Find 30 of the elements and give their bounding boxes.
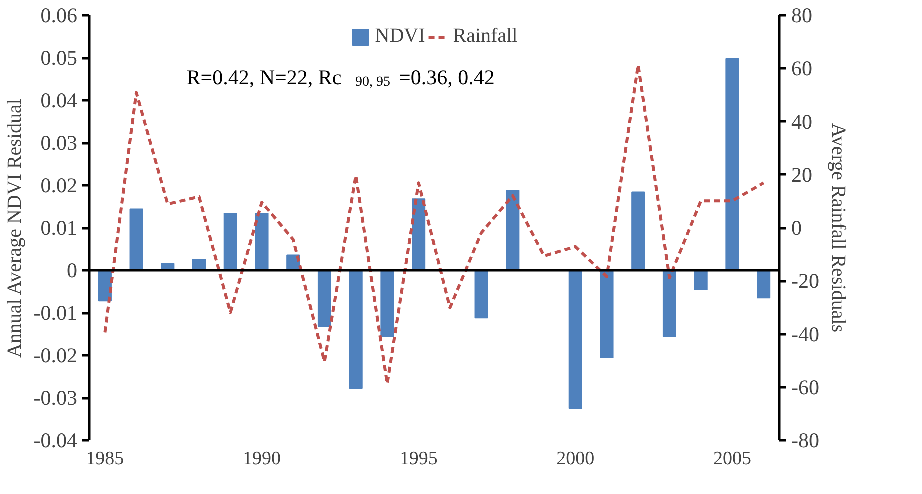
y2-tick-label: 60: [792, 56, 812, 81]
y2-tick-label: 80: [792, 4, 812, 28]
y-tick-label: -0.03: [34, 386, 78, 410]
y2-tick-label: 20: [792, 162, 812, 187]
annotation: R=0.42, N=22, Rc 90, 95=0.36, 0.42: [186, 66, 495, 90]
x-tick-label: 2005: [713, 448, 752, 470]
x-tick-label: 1995: [400, 448, 438, 470]
y2-axis-title: Averge Rainfall Residuals: [827, 123, 850, 333]
y2-tick-label: -20: [792, 269, 820, 294]
y-tick-label: 0.01: [40, 216, 78, 240]
y-tick-label: 0.05: [40, 46, 78, 70]
y-axis-title: Annual Average NDVI Residual: [4, 98, 26, 358]
y2-tick-label: -60: [792, 375, 820, 400]
y2-tick-label: 40: [792, 110, 812, 134]
legend-label: NDVI: [375, 25, 426, 48]
y2-tick-label: -80: [792, 428, 820, 452]
y-tick-label: -0.02: [34, 344, 78, 368]
y-tick-label: -0.04: [34, 428, 78, 452]
y-tick-label: 0.03: [40, 131, 78, 155]
y-tick-label: 0.02: [40, 174, 78, 198]
y-tick-label: 0.06: [40, 4, 78, 28]
x-tick-label: 2000: [556, 448, 595, 470]
x-tick-label: 1985: [86, 448, 124, 470]
y2-tick-label: 0: [792, 216, 802, 240]
x-tick-label: 1990: [243, 448, 281, 470]
y-tick-label: -0.01: [34, 301, 78, 325]
y-tick-label: 0.04: [40, 88, 78, 112]
y-tick-label: 0: [67, 258, 78, 282]
legend-label: Rainfall: [453, 25, 518, 48]
y2-tick-label: -40: [792, 322, 820, 346]
